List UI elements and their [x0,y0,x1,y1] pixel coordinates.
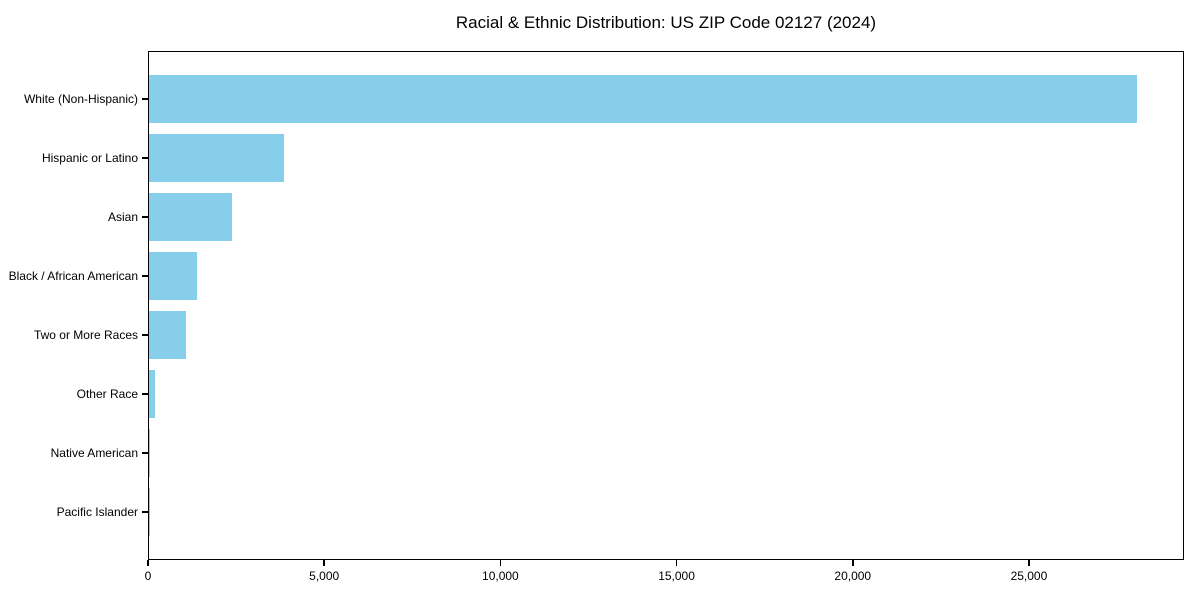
y-tick-mark [142,334,148,336]
bar-row [149,306,1183,365]
y-category-label: Other Race [76,387,138,401]
y-tick-mark [142,216,148,218]
bar [149,74,1138,123]
y-tick-mark [142,157,148,159]
y-tick-mark [142,275,148,277]
bar-row [149,483,1183,542]
x-tick-mark [323,560,325,566]
x-tick-mark [675,560,678,566]
y-tick-mark [142,98,148,100]
y-category-label: Pacific Islander [56,505,138,519]
plot-area [148,51,1184,560]
x-tick-label: 10,000 [482,569,519,583]
bar-row [149,128,1183,187]
x-tick-mark [147,560,149,566]
x-tick-label: 25,000 [1010,569,1048,583]
y-tick-mark [142,511,148,513]
y-category-label: Asian [107,210,138,224]
bar [149,192,232,241]
y-category-label: Two or More Races [33,328,138,342]
y-tick-mark [142,393,148,395]
bar [149,311,186,360]
y-category-label: Hispanic or Latino [41,151,138,165]
x-tick-label: 5,000 [309,569,340,583]
y-category-label: White (Non-Hispanic) [23,92,138,106]
bar [149,370,156,419]
bar-row [149,69,1183,128]
bar [149,251,197,300]
bar-row [149,424,1183,483]
y-category-label: Native American [50,446,138,460]
bar-row [149,246,1183,305]
bar-row [149,187,1183,246]
bar-row [149,365,1183,424]
chart-title: Racial & Ethnic Distribution: US ZIP Cod… [455,13,877,32]
x-tick-label: 15,000 [658,569,695,583]
x-tick-label: 20,000 [834,569,872,583]
bar [149,429,151,478]
x-tick-mark [1028,560,1030,566]
x-tick-label: 0 [144,569,152,583]
y-tick-mark [142,452,148,454]
x-tick-mark [499,560,502,566]
x-tick-mark [852,560,854,566]
bar [149,133,285,182]
bars-container [149,52,1183,559]
y-category-label: Black / African American [8,269,138,283]
